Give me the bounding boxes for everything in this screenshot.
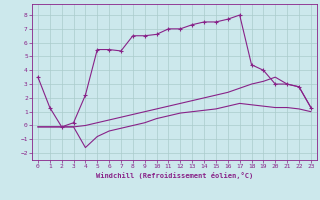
X-axis label: Windchill (Refroidissement éolien,°C): Windchill (Refroidissement éolien,°C)	[96, 172, 253, 179]
